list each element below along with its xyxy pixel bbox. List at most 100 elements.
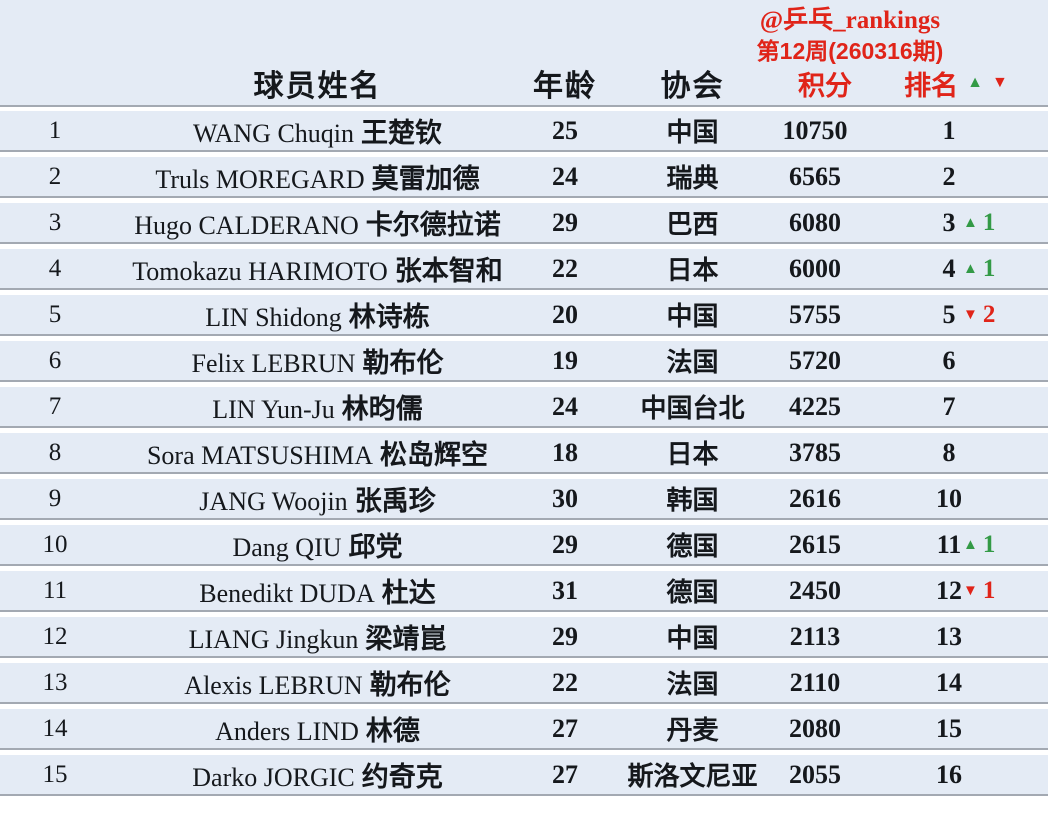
row-index: 15	[42, 760, 68, 788]
rank-change-amount: 1	[982, 254, 996, 282]
row-index: 4	[48, 254, 62, 282]
association-value: 法国	[666, 347, 719, 377]
rank-value: 10	[936, 483, 962, 513]
player-name-latin: Hugo CALDERANO	[134, 211, 359, 240]
header-meta: @乒乓_rankings 第12周(260316期)	[700, 5, 1000, 67]
rank-cell: 16	[850, 760, 1048, 790]
rank-value: 11	[936, 529, 962, 559]
rank-change-arrow-icon: ▲	[963, 214, 978, 231]
player-name-chinese: 莫雷加德	[371, 164, 480, 194]
points-value: 6000	[789, 253, 841, 283]
row-index: 7	[48, 392, 62, 420]
age-value: 27	[552, 713, 578, 743]
rank-up-triangle-icon: ▲	[967, 74, 983, 91]
player-name-chinese: 张本智和	[394, 256, 503, 286]
row-index: 13	[42, 668, 68, 696]
table-row: 5 LIN Shidong 林诗栋 20 中国 5755 5 ▼ 2	[0, 295, 1048, 336]
points-value: 2110	[789, 667, 841, 697]
association-value: 日本	[666, 439, 719, 469]
rank-cell: 10	[850, 484, 1048, 514]
rank-cell: 15	[850, 714, 1048, 744]
rank-value: 3	[942, 207, 956, 237]
col-header-player-name: 球员姓名	[253, 70, 382, 103]
age-value: 30	[552, 483, 578, 513]
age-value: 29	[552, 529, 578, 559]
age-value: 20	[552, 299, 578, 329]
points-value: 6565	[789, 161, 841, 191]
player-name-cell: Truls MOREGARD 莫雷加德	[110, 157, 525, 196]
table-row: 1 WANG Chuqin 王楚钦 25 中国 10750 1	[0, 111, 1048, 152]
rank-change-arrow-icon: ▲	[963, 260, 978, 277]
points-value: 3785	[789, 437, 841, 467]
points-value: 5755	[789, 299, 841, 329]
player-name-chinese: 卡尔德拉诺	[365, 210, 501, 240]
col-header-points: 积分	[798, 70, 852, 101]
table-row: 13 Alexis LEBRUN 勒布伦 22 法国 2110 14	[0, 663, 1048, 704]
rank-cell: 3 ▲ 1	[850, 208, 1048, 238]
player-name-chinese: 松岛辉空	[380, 440, 489, 470]
row-index: 8	[48, 438, 62, 466]
rank-value: 7	[942, 391, 956, 421]
player-name-latin: LIN Shidong	[205, 303, 342, 332]
account-handle: @乒乓_rankings	[759, 7, 941, 34]
rank-cell: 6	[850, 346, 1048, 376]
age-value: 22	[552, 253, 578, 283]
rank-change-indicator: ▲ 1	[963, 255, 995, 283]
points-value: 2113	[789, 621, 841, 651]
rank-cell: 11 ▲ 1	[850, 530, 1048, 560]
association-value: 日本	[666, 255, 719, 285]
table-row: 12 LIANG Jingkun 梁靖崑 29 中国 2113 13	[0, 617, 1048, 658]
points-value: 4225	[789, 391, 841, 421]
age-value: 29	[552, 207, 578, 237]
table-row: 6 Felix LEBRUN 勒布伦 19 法国 5720 6	[0, 341, 1048, 382]
row-index: 14	[42, 714, 68, 742]
player-name-chinese: 杜达	[381, 578, 436, 608]
rank-cell: 1	[850, 116, 1048, 146]
association-value: 中国	[666, 301, 719, 331]
row-index: 11	[42, 576, 68, 604]
player-name-chinese: 张禹珍	[354, 486, 436, 516]
player-name-latin: Anders LIND	[215, 717, 359, 746]
rank-change-amount: 1	[982, 208, 996, 236]
rank-cell: 2	[850, 162, 1048, 192]
player-name-latin: Truls MOREGARD	[155, 165, 365, 194]
row-index: 5	[48, 300, 62, 328]
rank-cell: 7	[850, 392, 1048, 422]
rank-change-indicator: ▼ 1	[963, 577, 995, 605]
rank-cell: 12 ▼ 1	[850, 576, 1048, 606]
col-header-rank: 排名	[904, 70, 959, 101]
rank-change-amount: 2	[982, 300, 996, 328]
row-index: 9	[48, 484, 62, 512]
player-name-latin: Darko JORGIC	[192, 763, 355, 792]
association-value: 德国	[666, 531, 719, 561]
column-header-row: 球员姓名 年龄 协会 积分 排名 ▲ ▼	[0, 61, 1048, 105]
rank-value: 5	[942, 299, 956, 329]
player-name-cell: Dang QIU 邱党	[110, 525, 525, 564]
age-value: 18	[552, 437, 578, 467]
association-value: 丹麦	[666, 715, 719, 745]
table-row: 7 LIN Yun-Ju 林昀儒 24 中国台北 4225 7	[0, 387, 1048, 428]
rank-change-indicator: ▲ 1	[963, 531, 995, 559]
week-edition-label: 第12周(260316期)	[756, 38, 944, 64]
rank-change-arrow-icon: ▼	[963, 306, 978, 323]
table-body: 1 WANG Chuqin 王楚钦 25 中国 10750 1 2 Truls …	[0, 111, 1048, 796]
player-name-latin: LIANG Jingkun	[188, 625, 359, 654]
points-value: 2080	[789, 713, 841, 743]
row-index: 6	[48, 346, 62, 374]
table-row: 2 Truls MOREGARD 莫雷加德 24 瑞典 6565 2	[0, 157, 1048, 198]
association-value: 中国台北	[640, 393, 745, 423]
association-value: 中国	[666, 623, 719, 653]
player-name-cell: Benedikt DUDA 杜达	[110, 571, 525, 610]
player-name-chinese: 王楚钦	[361, 118, 443, 148]
rank-change-arrow-icon: ▲	[963, 536, 978, 553]
rank-cell: 14	[850, 668, 1048, 698]
col-header-association: 协会	[660, 70, 725, 103]
table-row: 3 Hugo CALDERANO 卡尔德拉诺 29 巴西 6080 3 ▲ 1	[0, 203, 1048, 244]
points-value: 10750	[782, 115, 848, 145]
col-header-rank-group: 排名 ▲ ▼	[850, 64, 1048, 103]
rank-value: 1	[942, 115, 956, 145]
table-row: 10 Dang QIU 邱党 29 德国 2615 11 ▲ 1	[0, 525, 1048, 566]
age-value: 24	[552, 391, 578, 421]
age-value: 29	[552, 621, 578, 651]
